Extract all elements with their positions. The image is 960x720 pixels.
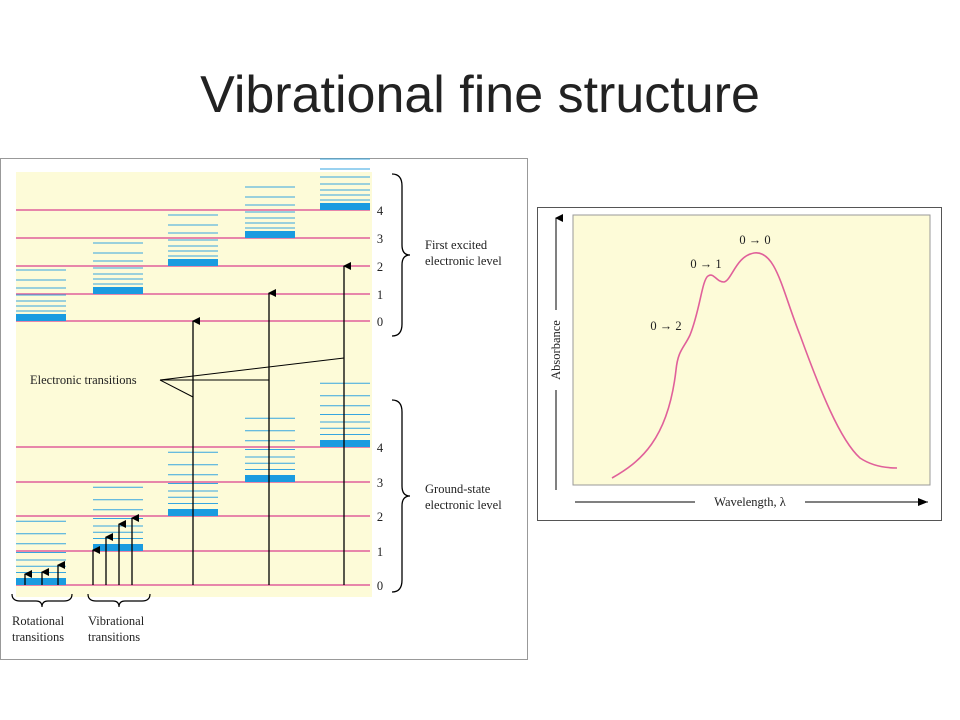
vibrational-sublevel: [320, 203, 370, 210]
bottom-label: transitions: [88, 630, 140, 644]
brace: [11, 593, 73, 608]
vibrational-sublevel: [168, 259, 218, 266]
bottom-label: transitions: [12, 630, 64, 644]
pointer-lines: [159, 357, 345, 398]
level-number: 3: [377, 476, 383, 490]
vibrational-sublevel: [245, 231, 295, 238]
vibrational-sublevel: [245, 475, 295, 482]
electronic-label: Electronic transitions: [30, 373, 137, 387]
vibrational-sublevel: [16, 578, 66, 585]
spectrum: Wavelength, λ Absorbance 0 → 0 0 → 1 0 →…: [537, 207, 942, 521]
vibrational-sublevel: [320, 440, 370, 447]
peak-label: 0 → 0: [739, 233, 770, 247]
bottom-label: Vibrational: [88, 614, 145, 628]
plot-area: [572, 214, 931, 486]
peak-label: 0 → 1: [690, 257, 721, 271]
brace-label: First excited: [425, 238, 488, 252]
peak-label: 0 → 2: [650, 319, 681, 333]
absorbance-curve: [611, 252, 898, 479]
brace: [391, 399, 411, 593]
level-number: 0: [377, 315, 383, 329]
brace: [87, 593, 151, 608]
x-axis-label: Wavelength, λ: [714, 495, 786, 509]
label-bg: [548, 310, 564, 390]
vibrational-sublevel: [93, 287, 143, 294]
brace-label: electronic level: [425, 498, 502, 512]
level-number: 2: [377, 510, 383, 524]
level-number: 0: [377, 579, 383, 593]
level-number: 4: [377, 204, 384, 218]
vibrational-sublevel: [16, 314, 66, 321]
brace-label: Ground-state: [425, 482, 491, 496]
level-number: 1: [377, 288, 383, 302]
brace: [391, 173, 411, 337]
energy-diagram: 4 3 2 1 0 4 3 2 1 0 Electronic transitions First ex…: [0, 158, 528, 660]
y-axis-label: Absorbance: [549, 320, 563, 380]
bottom-label: Rotational: [12, 614, 65, 628]
level-number: 2: [377, 260, 383, 274]
slide-title: Vibrational fine structure: [200, 66, 760, 124]
vibrational-sublevel: [93, 544, 143, 551]
level-number: 3: [377, 232, 383, 246]
brace-label: electronic level: [425, 254, 502, 268]
background: [16, 172, 372, 597]
level-number: 4: [377, 441, 384, 455]
label-bg: [695, 494, 805, 510]
level-number: 1: [377, 545, 383, 559]
